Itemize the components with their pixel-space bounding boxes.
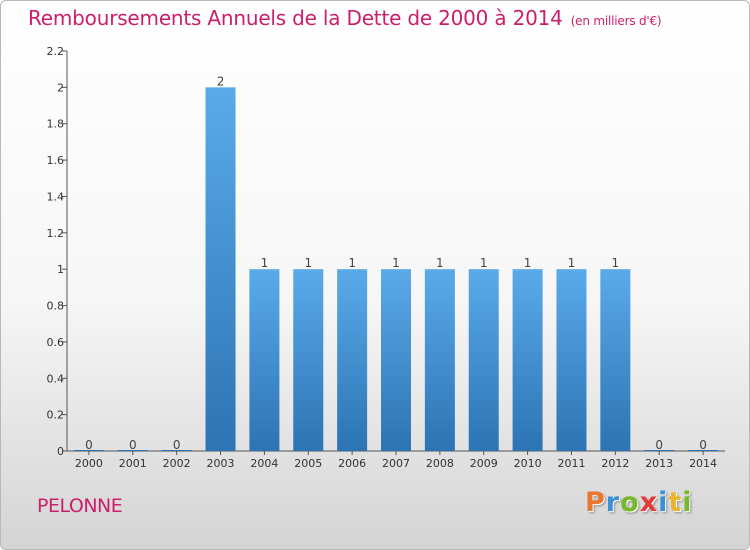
bar-2008 [424,269,455,451]
bar-2005 [293,269,324,451]
y-tick-label: 1.8 [47,118,65,131]
logo-letter: i [658,487,669,518]
bar-2003 [205,87,236,451]
y-tick-label: 0.6 [47,336,65,349]
value-label-2014: 0 [699,438,707,452]
x-tick-label-2014: 2014 [689,457,717,470]
x-tick-label-2013: 2013 [645,457,673,470]
x-tick-label-2010: 2010 [514,457,542,470]
value-label-2003: 2 [217,74,225,88]
x-tick-label-2008: 2008 [426,457,454,470]
logo-letter: P [585,487,606,518]
x-tick-label-2011: 2011 [557,457,585,470]
x-tick-label-2009: 2009 [470,457,498,470]
bar-2011 [556,269,587,451]
bar-2004 [249,269,280,451]
bar-2002 [161,450,192,451]
x-tick-label-2001: 2001 [119,457,147,470]
value-label-2013: 0 [655,438,663,452]
logo-letter: t [668,487,683,518]
bar-2007 [381,269,411,451]
x-tick-label-2003: 2003 [207,457,235,470]
y-tick-label: 0.8 [47,300,65,313]
value-label-2007: 1 [392,256,400,270]
commune-name: PELONNE [37,495,123,517]
y-tick-label: 1 [57,263,64,276]
chart-axes: 0 0.2 0.4 0.6 0.8 1 1.2 1.4 1.6 1.8 2 2.2 [47,45,725,458]
bar-2009 [468,269,499,451]
value-label-2008: 1 [436,256,444,270]
proxiti-logo: Proxiti [585,487,693,518]
y-tick-label: 2.2 [47,45,65,58]
bar-2000 [73,450,104,451]
chart-unit-label: (en milliers d'€) [570,14,662,28]
x-tick-label-2000: 2000 [75,457,103,470]
value-label-2010: 1 [524,256,532,270]
chart-title: Remboursements Annuels de la Dette de 20… [28,6,662,30]
y-tick-label: 1.4 [47,190,65,203]
y-tick-label: 0 [57,445,64,458]
chart-bars [73,87,719,451]
logo-letter: r [605,487,621,518]
x-tick-label-2012: 2012 [601,457,629,470]
x-tick-label-2002: 2002 [163,457,191,470]
bar-2001 [117,450,148,451]
logo-letter: o [620,487,640,518]
x-tick-label-2004: 2004 [250,457,278,470]
x-tick-label-2005: 2005 [294,457,322,470]
bar-2010 [512,269,543,451]
bar-2006 [337,269,368,451]
y-tick-label: 0.4 [47,372,65,385]
value-label-2001: 0 [129,438,137,452]
value-label-2004: 1 [261,256,269,270]
bar-2014 [688,450,719,451]
logo-letter: x [639,487,659,518]
value-label-2000: 0 [85,438,93,452]
value-label-2005: 1 [304,256,312,270]
value-label-2009: 1 [480,256,488,270]
logo-letter: i [682,487,693,518]
bar-2013 [644,450,675,451]
y-tick-label: 0.2 [47,409,65,422]
bar-2012 [600,269,631,451]
value-label-2002: 0 [173,438,181,452]
chart-title-text: Remboursements Annuels de la Dette de 20… [28,6,563,30]
y-tick-label: 1.6 [47,154,65,167]
y-tick-label: 2 [57,81,64,94]
x-tick-label-2007: 2007 [382,457,410,470]
value-label-2011: 1 [568,256,576,270]
value-label-2006: 1 [348,256,356,270]
value-label-2012: 1 [612,256,620,270]
y-tick-label: 1.2 [47,227,65,240]
x-tick-label-2006: 2006 [338,457,366,470]
chart-labels: 2000 0 2001 0 2002 0 2003 2 2004 1 2005 1 2006 1 2007 1… [75,74,717,470]
